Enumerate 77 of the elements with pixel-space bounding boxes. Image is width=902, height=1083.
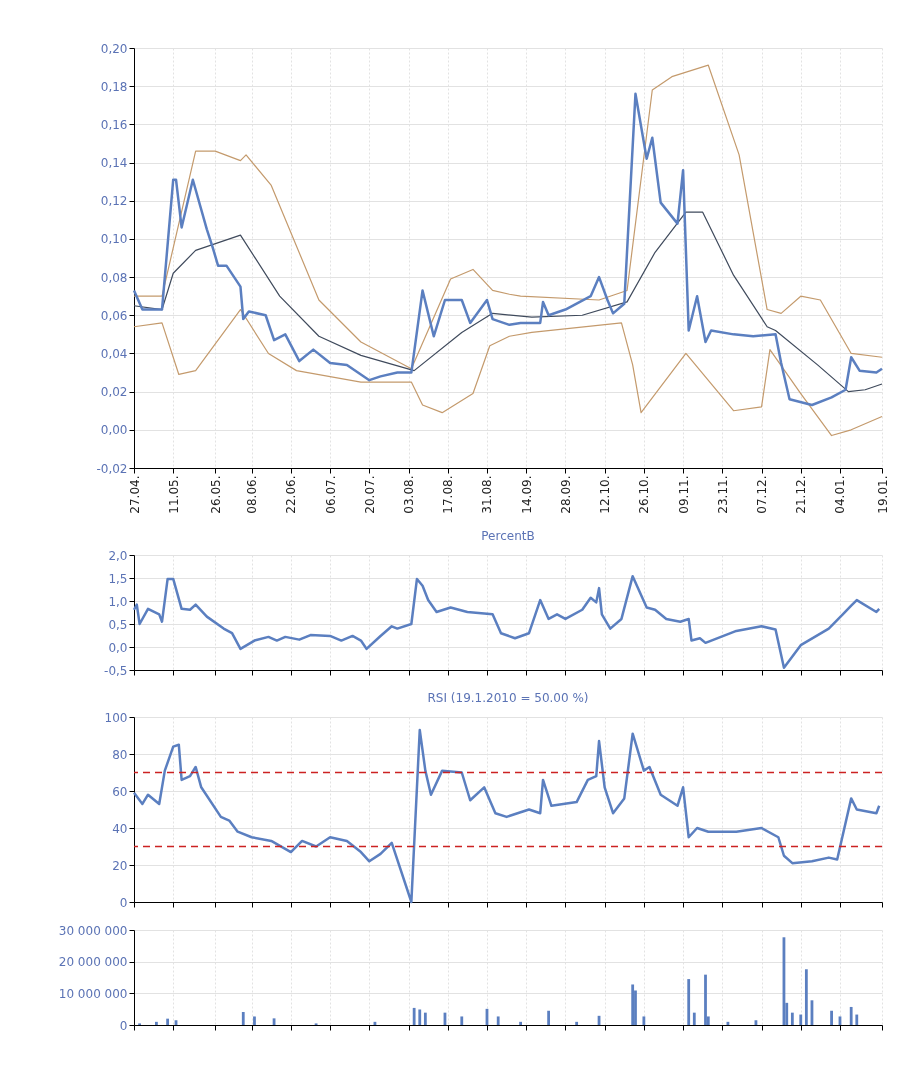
x-tick-label: 27.04. <box>127 475 142 514</box>
bar <box>642 1016 646 1025</box>
bar <box>631 984 635 1025</box>
y-tick-label: 20 <box>112 858 128 873</box>
x-tick-label: 08.06. <box>245 475 260 514</box>
bar <box>253 1016 256 1025</box>
bar <box>241 1012 245 1025</box>
y-tick-label: 0,12 <box>100 194 128 209</box>
line-series <box>132 92 884 407</box>
x-tick-label: 12.10. <box>598 475 613 514</box>
x-tick-label: 28.09. <box>558 475 573 514</box>
x-tick-label: 04.01. <box>833 475 848 514</box>
bar <box>519 1021 523 1025</box>
y-tick-label: 0,04 <box>100 346 128 361</box>
bar <box>547 1010 551 1025</box>
x-tick-label: 03.08. <box>402 475 417 514</box>
x-tick-label: 14.09. <box>519 475 534 514</box>
y-tick-label: 1,0 <box>108 594 128 609</box>
chart-title: RSI (19.1.2010 = 50.00 %) <box>427 691 589 705</box>
bar <box>704 974 707 1025</box>
y-tick-label: 0,00 <box>100 423 128 438</box>
x-tick-label: 09.11. <box>676 475 691 514</box>
y-tick-label: 0 <box>119 895 128 910</box>
y-tick-label: 0,02 <box>100 385 128 400</box>
y-tick-label: 0,5 <box>108 617 128 632</box>
x-tick-label: 22.06. <box>284 475 299 514</box>
y-tick-label: 80 <box>112 747 128 762</box>
x-tick-label: 23.11. <box>715 475 730 514</box>
y-tick-label: 60 <box>112 784 128 799</box>
y-tick-label: 0,0 <box>108 640 128 655</box>
bar <box>692 1012 696 1025</box>
bar <box>799 1014 803 1025</box>
bar <box>423 1012 427 1025</box>
x-tick-label: 11.05. <box>166 475 181 514</box>
y-tick-label: 40 <box>112 821 128 836</box>
bar <box>849 1006 853 1025</box>
line-series <box>133 64 883 370</box>
y-tick-label: 1,5 <box>108 571 128 586</box>
line-series <box>133 308 883 437</box>
y-tick-label: 0,10 <box>100 232 128 247</box>
y-tick-label: 30 000 000 <box>58 923 128 938</box>
x-tick-label: 20.07. <box>362 475 377 514</box>
bar <box>166 1018 170 1025</box>
x-tick-label: 26.05. <box>208 475 223 514</box>
y-tick-label: -0,5 <box>104 663 128 678</box>
y-tick-label: 100 <box>104 710 128 725</box>
y-tick-label: 0,18 <box>100 79 128 94</box>
bar <box>460 1016 464 1025</box>
y-tick-label: 20 000 000 <box>58 955 128 970</box>
x-tick-label: 07.12. <box>755 475 770 514</box>
bar <box>155 1021 158 1025</box>
y-tick-label: 0,06 <box>100 308 128 323</box>
x-tick-label: 06.07. <box>323 475 338 514</box>
x-tick-label: 21.12. <box>794 475 809 514</box>
y-tick-label: 0 <box>119 1018 128 1033</box>
bar <box>418 1009 422 1025</box>
bar <box>412 1007 416 1025</box>
chart-title: PercentB <box>481 529 535 543</box>
y-tick-label: 0,08 <box>100 270 128 285</box>
bar <box>804 969 808 1025</box>
x-tick-label: 17.08. <box>441 475 456 514</box>
bar <box>496 1016 500 1025</box>
bar <box>790 1012 794 1025</box>
bar <box>830 1010 833 1025</box>
y-tick-label: 0,16 <box>100 117 128 132</box>
y-tick-label: -0,02 <box>96 461 128 476</box>
x-tick-label: 31.08. <box>480 475 495 514</box>
y-tick-label: 0,14 <box>100 156 128 171</box>
y-tick-label: 0,20 <box>100 41 128 56</box>
bar <box>855 1014 859 1025</box>
x-tick-label: 26.10. <box>637 475 652 514</box>
bar <box>687 979 691 1025</box>
x-tick-label: 19.01. <box>875 475 890 514</box>
y-tick-label: 2,0 <box>108 548 128 563</box>
y-tick-label: 10 000 000 <box>58 986 128 1001</box>
bar <box>575 1021 579 1025</box>
line-series <box>133 211 883 393</box>
